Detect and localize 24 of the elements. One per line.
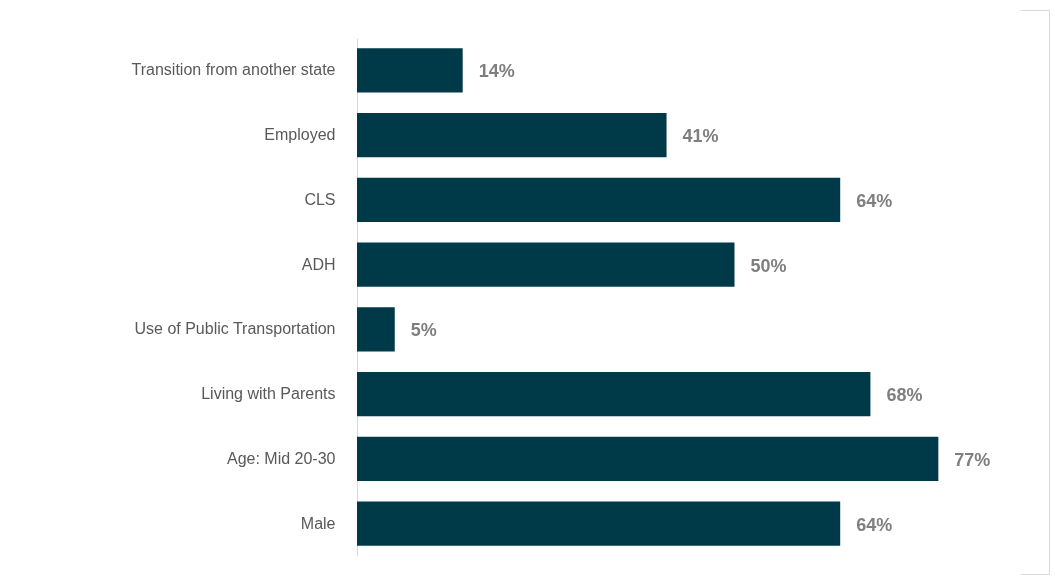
data-label: 5% <box>410 320 437 341</box>
bar <box>357 177 841 222</box>
data-label: 64% <box>856 190 893 211</box>
bar <box>357 307 395 352</box>
bar <box>357 436 939 481</box>
y-tick-label: Age: Mid 20-30 <box>226 449 336 467</box>
data-label: 77% <box>954 449 991 470</box>
bar <box>357 48 463 93</box>
data-label: 64% <box>856 514 893 535</box>
y-tick-label: Living with Parents <box>201 385 336 403</box>
bar <box>357 113 667 158</box>
data-label: 50% <box>750 255 787 276</box>
y-tick-label: Male <box>300 514 336 532</box>
data-label: 41% <box>682 126 719 147</box>
y-tick-label: CLS <box>304 190 336 208</box>
bar <box>357 501 841 546</box>
y-tick-label: ADH <box>301 255 336 273</box>
data-label: 68% <box>886 385 923 406</box>
bar <box>357 372 871 417</box>
y-tick-label: Employed <box>264 126 336 144</box>
y-tick-label: Use of Public Transportation <box>134 320 336 338</box>
y-tick-label: Transition from another state <box>131 61 336 79</box>
bar <box>357 242 735 287</box>
data-label: 14% <box>478 61 515 82</box>
